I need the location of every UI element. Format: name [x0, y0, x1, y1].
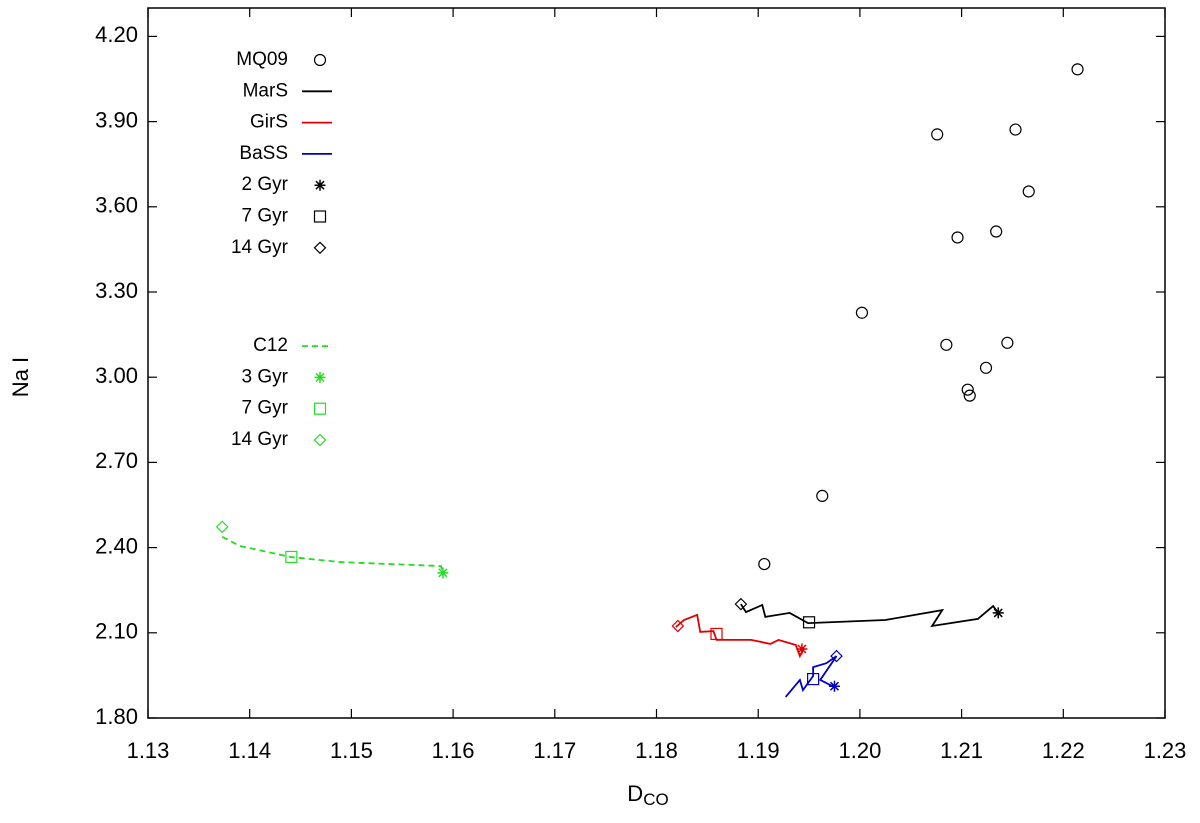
- legend-label: 7 Gyr: [242, 398, 289, 419]
- point: [816, 489, 829, 503]
- legend-label: 2 Gyr: [242, 174, 289, 195]
- legend-label: 7 Gyr: [242, 206, 289, 227]
- legend-label: 14 Gyr: [231, 429, 289, 450]
- series-line: [740, 603, 999, 628]
- x-tick-label: 1.13: [127, 738, 170, 763]
- point: [951, 231, 964, 244]
- x-tick-label: 1.18: [635, 738, 678, 763]
- series-line: [784, 655, 838, 698]
- series-line: [221, 536, 444, 574]
- point: [1001, 336, 1014, 349]
- legend-label: 3 Gyr: [242, 366, 289, 387]
- y-tick-label: 2.70: [95, 448, 138, 473]
- point: [215, 520, 229, 534]
- y-tick-label: 3.30: [95, 278, 138, 303]
- plot-frame: [147, 7, 1166, 719]
- series-line: [675, 613, 805, 659]
- y-tick-label: 3.90: [95, 107, 138, 132]
- point: [830, 649, 843, 663]
- y-tick-label: 3.60: [95, 193, 138, 218]
- legend-label: 14 Gyr: [231, 237, 289, 258]
- x-axis-label: DCO: [627, 781, 668, 810]
- point: [940, 338, 953, 351]
- y-tick-label: 1.80: [95, 704, 138, 729]
- x-tick-label: 1.15: [330, 738, 373, 763]
- x-tick-label: 1.14: [228, 738, 271, 763]
- legend-swatch: [313, 433, 327, 447]
- x-tick-label: 1.16: [432, 738, 475, 763]
- point: [963, 389, 976, 402]
- point: [979, 361, 993, 374]
- legend-label: BaSS: [239, 143, 288, 164]
- point: [758, 557, 771, 571]
- legend-label: MarS: [243, 80, 288, 101]
- legend-swatch: [314, 371, 326, 383]
- legend-label: MQ09: [236, 49, 288, 70]
- point: [807, 672, 820, 686]
- point: [1071, 63, 1084, 76]
- legend-swatch: [313, 53, 327, 67]
- point: [437, 567, 449, 579]
- x-tick-label: 1.22: [1042, 738, 1085, 763]
- point: [1009, 123, 1022, 136]
- x-tick-label: 1.21: [940, 738, 983, 763]
- point: [710, 627, 723, 641]
- point: [285, 550, 298, 564]
- y-tick-label: 3.00: [95, 363, 138, 388]
- x-tick-label: 1.19: [737, 738, 780, 763]
- legend-swatch: [314, 179, 326, 191]
- point: [828, 680, 840, 692]
- point: [671, 619, 685, 633]
- point: [931, 128, 944, 141]
- y-tick-label: 2.10: [95, 619, 138, 644]
- x-tick-label: 1.17: [533, 738, 576, 763]
- x-axis-label-sub: CO: [643, 790, 669, 809]
- x-tick-label: 1.23: [1144, 738, 1187, 763]
- point: [961, 383, 974, 396]
- legend-label: GirS: [250, 112, 288, 133]
- legend-swatch: [313, 241, 327, 255]
- y-axis-label: Na I: [8, 357, 33, 397]
- x-tick-label: 1.20: [838, 738, 881, 763]
- y-tick-label: 2.40: [95, 533, 138, 558]
- legend-label: C12: [253, 335, 288, 356]
- point: [990, 225, 1003, 238]
- legend-swatch: [313, 402, 327, 415]
- point: [855, 306, 869, 319]
- point: [802, 616, 816, 629]
- point: [992, 607, 1004, 619]
- point: [1022, 185, 1035, 198]
- y-tick-label: 4.20: [95, 22, 138, 47]
- x-axis-label-main: D: [627, 781, 643, 806]
- point: [734, 597, 748, 611]
- point: [796, 643, 808, 655]
- legend-swatch: [313, 210, 327, 223]
